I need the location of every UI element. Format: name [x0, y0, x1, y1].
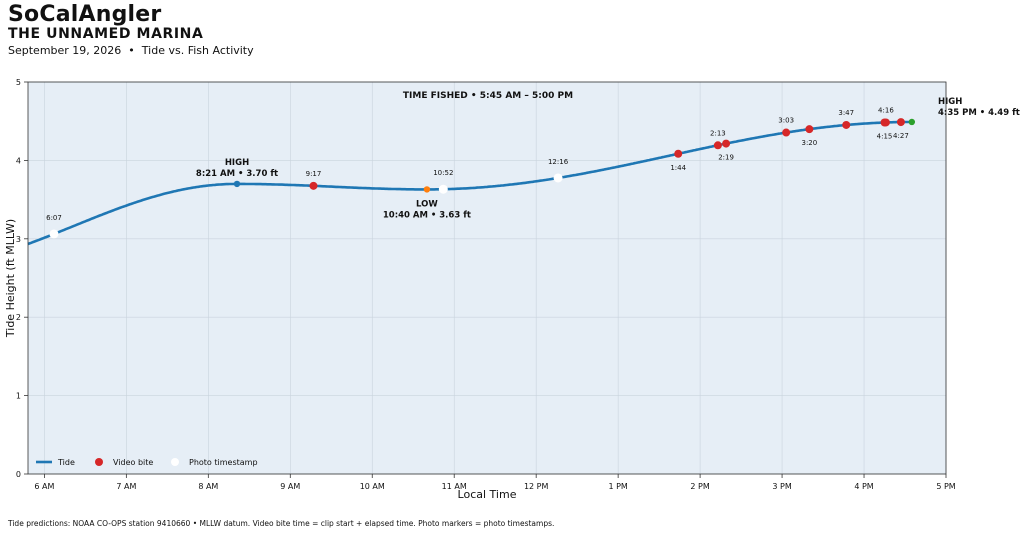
x-tick-label: 1 PM	[608, 482, 627, 491]
x-tick-label: 9 AM	[280, 482, 300, 491]
video-bite-label: 1:44	[670, 164, 686, 172]
brand-title: SoCalAngler	[8, 2, 162, 27]
video-bite-marker	[842, 120, 851, 129]
video-bite-label: 4:16	[878, 106, 894, 114]
photo-time-label: 6:07	[46, 214, 62, 222]
axes: 6 AM 7 AM 8 AM 9 AM 10 AM 11 AM 12 PM 1 PM 2 PM 3…	[4, 78, 956, 501]
x-tick-label: 8 AM	[198, 482, 218, 491]
video-bite-marker	[722, 139, 731, 148]
extreme-label-detail: 4:35 PM • 4.49 ft	[938, 108, 1020, 118]
video-bite-label: 9:17	[306, 170, 322, 178]
legend-photo-swatch	[171, 458, 179, 466]
video-bite-marker	[805, 125, 814, 134]
annotations: TIME FISHED • 5:45 AM – 5:00 PM	[403, 91, 573, 101]
video-bite-marker	[881, 118, 890, 127]
video-bite-marker	[674, 149, 683, 158]
x-tick-label: 2 PM	[690, 482, 709, 491]
photo-time-label: 10:52	[433, 169, 453, 177]
y-tick-label: 4	[16, 156, 21, 165]
y-tick-label: 5	[16, 78, 21, 87]
location-title: THE UNNAMED MARINA	[8, 26, 204, 42]
video-bite-label: 4:27	[893, 132, 909, 140]
y-tick-label: 0	[16, 470, 21, 479]
footer-note: Tide predictions: NOAA CO-OPS station 94…	[8, 519, 555, 528]
extreme-label-detail: 8:21 AM • 3.70 ft	[196, 169, 278, 179]
video-bite-label: 3:47	[838, 109, 854, 117]
x-axis-label: Local Time	[458, 488, 517, 501]
x-tick-label: 3 PM	[772, 482, 791, 491]
y-tick-label: 2	[16, 313, 21, 322]
x-tick-label: 6 AM	[34, 482, 54, 491]
high-tide-marker	[908, 118, 916, 126]
subtitle-text: Tide vs. Fish Activity	[141, 44, 254, 57]
time-fished-annotation: TIME FISHED • 5:45 AM – 5:00 PM	[403, 91, 573, 101]
legend: Tide Video bite Photo timestamp	[36, 458, 258, 467]
extreme-label-type: LOW	[416, 199, 438, 209]
subtitle: September 19, 2026 • Tide vs. Fish Activ…	[8, 44, 254, 57]
video-bite-label: 2:19	[718, 154, 734, 162]
x-tick-label: 10 AM	[360, 482, 385, 491]
y-tick-label: 1	[16, 392, 21, 401]
legend-label: Tide	[57, 458, 75, 467]
date-text: September 19, 2026	[8, 44, 122, 57]
video-bite-marker	[896, 118, 905, 127]
photo-marker	[553, 173, 563, 183]
subtitle-separator: •	[128, 44, 135, 57]
video-bite-label: 3:20	[801, 139, 817, 147]
x-tick-label: 4 PM	[854, 482, 873, 491]
extreme-label-detail: 10:40 AM • 3.63 ft	[383, 210, 471, 220]
x-tick-label: 5 PM	[936, 482, 955, 491]
photo-marker	[438, 184, 448, 194]
low-tide-marker	[423, 186, 431, 193]
y-axis-label: Tide Height (ft MLLW)	[4, 219, 17, 338]
legend-label: Video bite	[113, 458, 153, 467]
legend-label: Photo timestamp	[189, 458, 258, 467]
plot-area	[28, 82, 946, 474]
video-bite-label: 3:03	[778, 117, 794, 125]
extreme-label-type: HIGH	[938, 97, 962, 107]
video-bite-label: 2:13	[710, 129, 726, 137]
video-bite-label: 4:15	[877, 133, 893, 141]
high-tide-marker	[233, 180, 241, 188]
video-bite-marker	[309, 181, 318, 190]
y-tick-label: 3	[16, 235, 21, 244]
x-tick-label: 11 AM	[442, 482, 467, 491]
x-tick-label: 7 AM	[116, 482, 136, 491]
extreme-label-type: HIGH	[225, 158, 249, 168]
photo-time-label: 12:16	[548, 158, 569, 166]
x-tick-label: 12 PM	[524, 482, 549, 491]
tide-line	[27, 120, 912, 246]
video-bite-marker	[713, 141, 722, 150]
video-bite-marker	[782, 128, 791, 137]
photo-marker	[49, 229, 59, 239]
legend-bite-swatch	[95, 458, 103, 466]
plot-frame	[27, 81, 947, 475]
